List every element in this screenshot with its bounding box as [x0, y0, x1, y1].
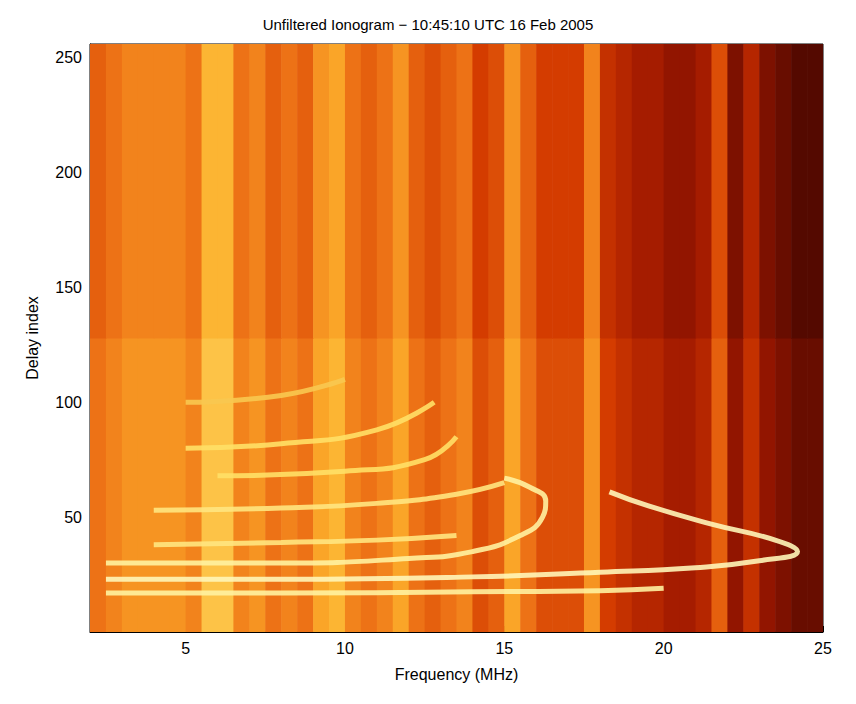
- svg-text:Delay index: Delay index: [24, 296, 41, 380]
- svg-text:20: 20: [655, 640, 673, 657]
- svg-text:Frequency (MHz): Frequency (MHz): [395, 666, 519, 683]
- svg-text:100: 100: [55, 394, 82, 411]
- svg-text:200: 200: [55, 164, 82, 181]
- svg-text:5: 5: [181, 640, 190, 657]
- svg-text:250: 250: [55, 49, 82, 66]
- svg-text:Unfiltered Ionogram − 10:45:10: Unfiltered Ionogram − 10:45:10 UTC 16 Fe…: [263, 16, 594, 33]
- svg-text:25: 25: [814, 640, 832, 657]
- svg-text:15: 15: [495, 640, 513, 657]
- svg-text:10: 10: [336, 640, 354, 657]
- svg-text:50: 50: [64, 509, 82, 526]
- svg-text:150: 150: [55, 279, 82, 296]
